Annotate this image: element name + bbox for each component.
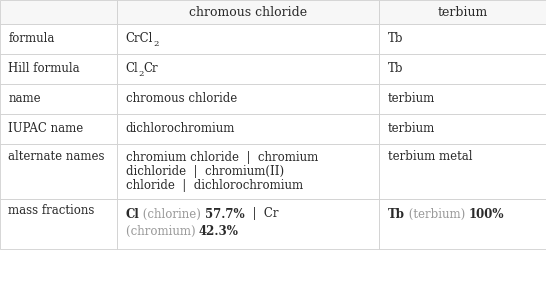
- Text: name: name: [8, 92, 41, 105]
- Bar: [0, 54, 117, 84]
- Text: (chromium): (chromium): [126, 225, 199, 238]
- Bar: [117, 144, 379, 199]
- Text: (chlorine): (chlorine): [139, 207, 205, 221]
- Text: 57.7%: 57.7%: [205, 207, 245, 221]
- Text: chloride  |  dichlorochromium: chloride | dichlorochromium: [126, 179, 302, 192]
- Bar: [0, 199, 117, 249]
- Text: (terbium): (terbium): [405, 207, 468, 221]
- Text: IUPAC name: IUPAC name: [8, 123, 84, 135]
- Bar: [117, 114, 379, 144]
- Text: 42.3%: 42.3%: [199, 225, 239, 238]
- Text: Cl: Cl: [126, 62, 138, 76]
- Text: mass fractions: mass fractions: [8, 203, 94, 216]
- Text: 100%: 100%: [468, 207, 504, 221]
- Bar: [0, 114, 117, 144]
- Bar: [379, 114, 546, 144]
- Text: Tb: Tb: [388, 33, 403, 46]
- Text: terbium: terbium: [437, 6, 488, 19]
- Bar: [379, 0, 546, 24]
- Text: Tb: Tb: [388, 62, 403, 76]
- Bar: [117, 54, 379, 84]
- Text: 2: 2: [153, 40, 158, 48]
- Text: terbium metal: terbium metal: [388, 149, 472, 163]
- Bar: [0, 84, 117, 114]
- Text: Cl: Cl: [126, 207, 139, 221]
- Bar: [379, 199, 546, 249]
- Bar: [0, 24, 117, 54]
- Text: alternate names: alternate names: [8, 149, 105, 163]
- Text: |  Cr: | Cr: [245, 207, 278, 221]
- Bar: [379, 84, 546, 114]
- Text: chromous chloride: chromous chloride: [189, 6, 307, 19]
- Bar: [379, 54, 546, 84]
- Text: dichloride  |  chromium(II): dichloride | chromium(II): [126, 165, 284, 178]
- Text: formula: formula: [8, 33, 55, 46]
- Text: Cr: Cr: [144, 62, 158, 76]
- Text: dichlorochromium: dichlorochromium: [126, 123, 235, 135]
- Text: CrCl: CrCl: [126, 33, 153, 46]
- Bar: [117, 84, 379, 114]
- Text: chromium chloride  |  chromium: chromium chloride | chromium: [126, 151, 318, 164]
- Text: Hill formula: Hill formula: [8, 62, 80, 76]
- Bar: [117, 0, 379, 24]
- Bar: [117, 24, 379, 54]
- Text: terbium: terbium: [388, 123, 435, 135]
- Bar: [0, 0, 117, 24]
- Bar: [379, 24, 546, 54]
- Bar: [379, 144, 546, 199]
- Text: terbium: terbium: [388, 92, 435, 105]
- Bar: [0, 144, 117, 199]
- Bar: [117, 199, 379, 249]
- Text: 2: 2: [138, 70, 144, 78]
- Text: chromous chloride: chromous chloride: [126, 92, 237, 105]
- Text: Tb: Tb: [388, 207, 405, 221]
